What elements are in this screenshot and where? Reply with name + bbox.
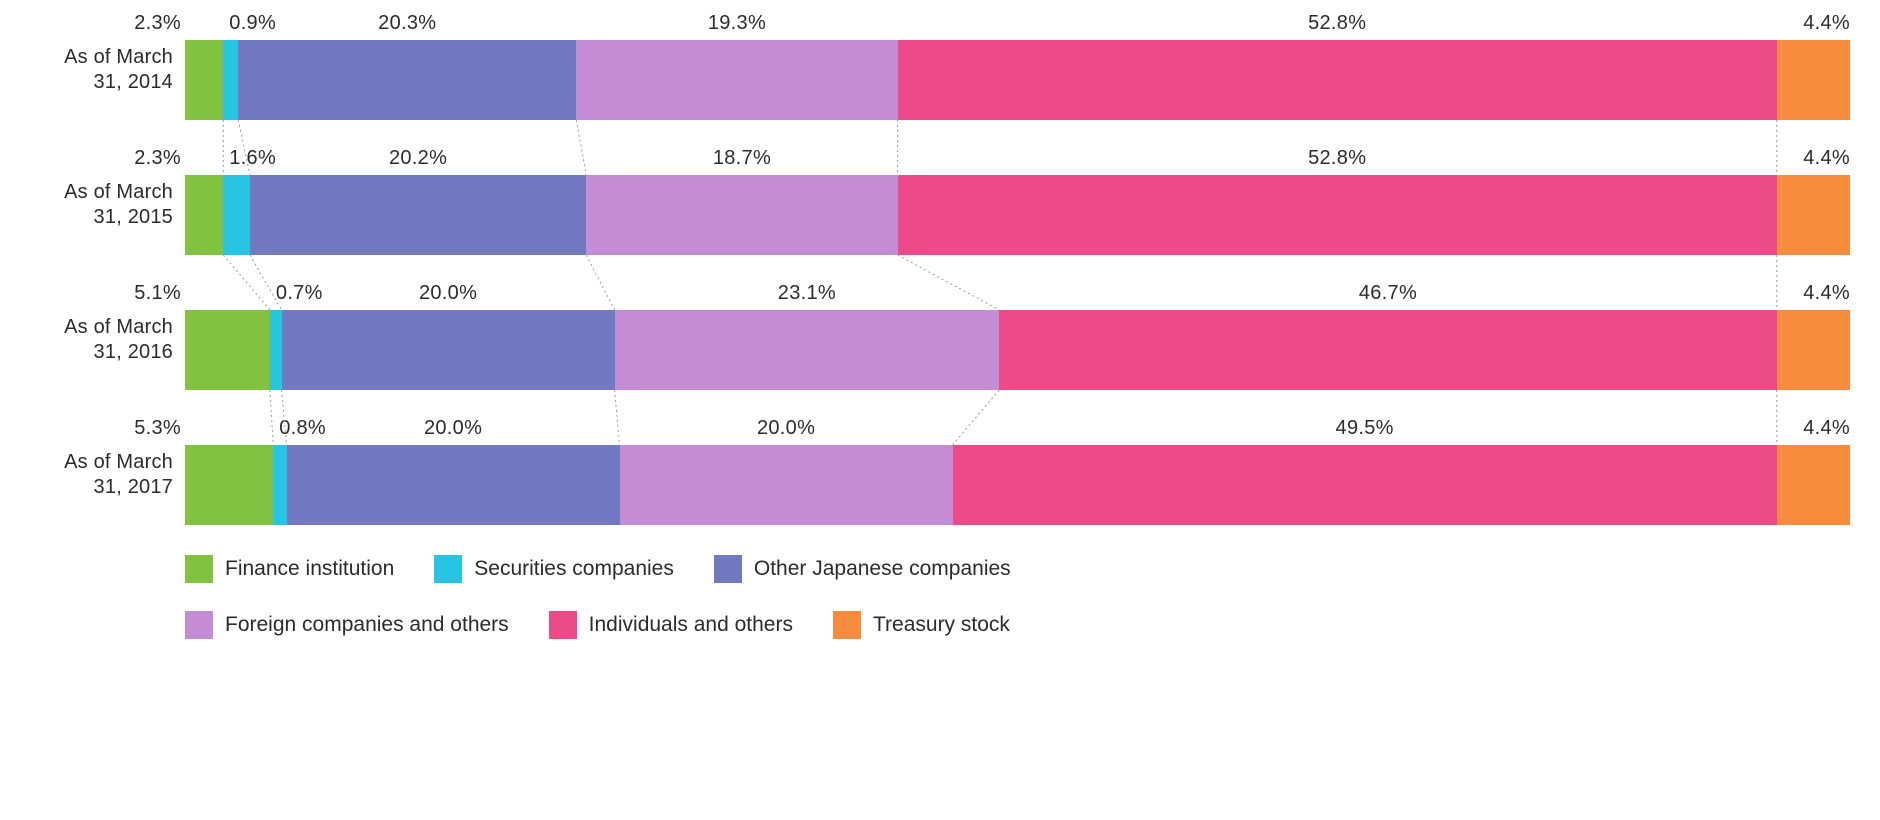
legend-swatch	[833, 611, 861, 639]
segment-labels: 5.3%0.8%20.0%20.0%49.5%4.4%	[185, 417, 1850, 445]
bar-segment	[185, 310, 270, 390]
row-label-line2: 31, 2015	[30, 205, 173, 230]
row-label: As of March31, 2014	[30, 45, 185, 95]
segment-value-label: 2.3%	[134, 12, 181, 35]
legend-item: Finance institution	[185, 555, 394, 583]
legend-item: Treasury stock	[833, 611, 1010, 639]
segment-value-label: 0.7%	[276, 282, 323, 305]
segment-value-label: 1.6%	[229, 147, 276, 170]
stacked-bar-chart: As of March31, 20142.3%0.9%20.3%19.3%52.…	[30, 20, 1850, 639]
bar-segment	[273, 445, 286, 525]
segment-value-label: 49.5%	[1336, 417, 1394, 440]
segment-value-label: 19.3%	[708, 12, 766, 35]
legend-item: Foreign companies and others	[185, 611, 509, 639]
row-label-line1: As of March	[30, 315, 173, 340]
bar-segment	[576, 40, 897, 120]
segment-value-label: 4.4%	[1803, 282, 1850, 305]
bar-segment	[185, 40, 223, 120]
bar-segment	[250, 175, 586, 255]
segment-value-label: 5.3%	[134, 417, 181, 440]
chart-row: As of March31, 20175.3%0.8%20.0%20.0%49.…	[30, 425, 1850, 525]
stacked-bar	[185, 175, 1850, 255]
bar-segment	[223, 175, 250, 255]
chart-row: As of March31, 20152.3%1.6%20.2%18.7%52.…	[30, 155, 1850, 255]
segment-value-label: 0.8%	[279, 417, 326, 440]
bar-segment	[223, 40, 238, 120]
chart-row: As of March31, 20142.3%0.9%20.3%19.3%52.…	[30, 20, 1850, 120]
legend-label: Treasury stock	[873, 613, 1010, 637]
bar-segment	[185, 445, 273, 525]
bar-segment	[898, 40, 1777, 120]
row-label: As of March31, 2017	[30, 450, 185, 500]
chart-rows: As of March31, 20142.3%0.9%20.3%19.3%52.…	[30, 20, 1850, 525]
row-label-line2: 31, 2014	[30, 70, 173, 95]
legend-label: Securities companies	[474, 557, 674, 581]
segment-value-label: 0.9%	[229, 12, 276, 35]
legend-label: Foreign companies and others	[225, 613, 509, 637]
segment-value-label: 52.8%	[1308, 12, 1366, 35]
bar-segment	[953, 445, 1777, 525]
legend-item: Other Japanese companies	[714, 555, 1011, 583]
legend: Finance institution Securities companies O…	[185, 555, 1585, 639]
bar-segment	[1777, 310, 1850, 390]
segment-value-label: 20.0%	[424, 417, 482, 440]
bar-wrap: 2.3%0.9%20.3%19.3%52.8%4.4%	[185, 20, 1850, 120]
segment-value-label: 4.4%	[1803, 147, 1850, 170]
chart-row: As of March31, 20165.1%0.7%20.0%23.1%46.…	[30, 290, 1850, 390]
segment-value-label: 20.3%	[378, 12, 436, 35]
legend-label: Finance institution	[225, 557, 394, 581]
segment-value-label: 2.3%	[134, 147, 181, 170]
bar-segment	[615, 310, 1000, 390]
segment-labels: 5.1%0.7%20.0%23.1%46.7%4.4%	[185, 282, 1850, 310]
bar-segment	[1777, 445, 1850, 525]
segment-value-label: 20.0%	[419, 282, 477, 305]
segment-value-label: 5.1%	[134, 282, 181, 305]
legend-item: Individuals and others	[549, 611, 793, 639]
bar-segment	[287, 445, 620, 525]
bar-segment	[586, 175, 897, 255]
stacked-bar	[185, 445, 1850, 525]
row-label: As of March31, 2016	[30, 315, 185, 365]
row-label: As of March31, 2015	[30, 180, 185, 230]
segment-value-label: 4.4%	[1803, 417, 1850, 440]
segment-value-label: 4.4%	[1803, 12, 1850, 35]
row-label-line1: As of March	[30, 450, 173, 475]
stacked-bar	[185, 40, 1850, 120]
legend-swatch	[185, 611, 213, 639]
segment-labels: 2.3%1.6%20.2%18.7%52.8%4.4%	[185, 147, 1850, 175]
row-label-line2: 31, 2016	[30, 340, 173, 365]
legend-swatch	[434, 555, 462, 583]
segment-value-label: 52.8%	[1308, 147, 1366, 170]
legend-label: Individuals and others	[589, 613, 793, 637]
segment-value-label: 20.0%	[757, 417, 815, 440]
bar-segment	[282, 310, 615, 390]
segment-labels: 2.3%0.9%20.3%19.3%52.8%4.4%	[185, 12, 1850, 40]
segment-value-label: 46.7%	[1359, 282, 1417, 305]
row-label-line1: As of March	[30, 180, 173, 205]
bar-segment	[1777, 40, 1850, 120]
row-label-line2: 31, 2017	[30, 475, 173, 500]
segment-value-label: 23.1%	[778, 282, 836, 305]
legend-swatch	[714, 555, 742, 583]
legend-label: Other Japanese companies	[754, 557, 1011, 581]
bar-segment	[185, 175, 223, 255]
bar-wrap: 5.3%0.8%20.0%20.0%49.5%4.4%	[185, 425, 1850, 525]
row-label-line1: As of March	[30, 45, 173, 70]
legend-item: Securities companies	[434, 555, 674, 583]
segment-value-label: 20.2%	[389, 147, 447, 170]
stacked-bar	[185, 310, 1850, 390]
legend-swatch	[549, 611, 577, 639]
legend-swatch	[185, 555, 213, 583]
bar-segment	[238, 40, 576, 120]
bar-wrap: 5.1%0.7%20.0%23.1%46.7%4.4%	[185, 290, 1850, 390]
bar-segment	[620, 445, 953, 525]
bar-segment	[1777, 175, 1850, 255]
segment-value-label: 18.7%	[713, 147, 771, 170]
bar-segment	[270, 310, 282, 390]
bar-segment	[999, 310, 1777, 390]
bar-wrap: 2.3%1.6%20.2%18.7%52.8%4.4%	[185, 155, 1850, 255]
bar-segment	[898, 175, 1777, 255]
